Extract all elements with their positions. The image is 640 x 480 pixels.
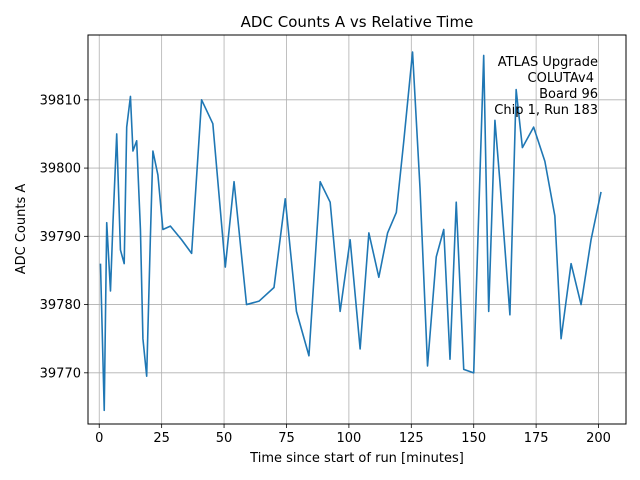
- chart-title: ADC Counts A vs Relative Time: [241, 13, 474, 31]
- plot-frame: [87, 34, 627, 425]
- x-tick-label: 125: [399, 431, 424, 446]
- x-tick-label: 175: [524, 431, 549, 446]
- annotation-line-2: COLUTAv4: [528, 71, 594, 86]
- x-tick-label: 75: [278, 431, 295, 446]
- x-tick-label: 200: [586, 431, 611, 446]
- x-axis: 0 25 50 75 100 125 150 175 200: [95, 424, 611, 446]
- annotation-line-1: ATLAS Upgrade: [498, 55, 598, 70]
- y-tick-label: 39780: [40, 298, 81, 313]
- annotation-line-3: Board 96: [539, 87, 598, 102]
- x-axis-label: Time since start of run [minutes]: [249, 451, 464, 466]
- series-line: [99, 51, 602, 412]
- y-tick-label: 39790: [40, 230, 81, 245]
- y-tick-label: 39800: [40, 162, 81, 177]
- x-tick-label: 100: [336, 431, 361, 446]
- x-tick-label: 150: [461, 431, 486, 446]
- y-axis: 39770 39780 39790 39800 39810: [40, 93, 88, 381]
- annotation-box: ATLAS Upgrade COLUTAv4 Board 96 Chip 1, …: [494, 55, 598, 118]
- annotation-line-4: Chip 1, Run 183: [494, 103, 598, 118]
- y-tick-label: 39810: [40, 93, 81, 108]
- grid: [88, 35, 626, 424]
- x-tick-label: 0: [95, 431, 103, 446]
- y-tick-label: 39770: [40, 366, 81, 381]
- x-tick-label: 50: [216, 431, 233, 446]
- series-group: [99, 51, 602, 412]
- y-axis-label: ADC Counts A: [14, 184, 29, 275]
- x-tick-label: 25: [153, 431, 170, 446]
